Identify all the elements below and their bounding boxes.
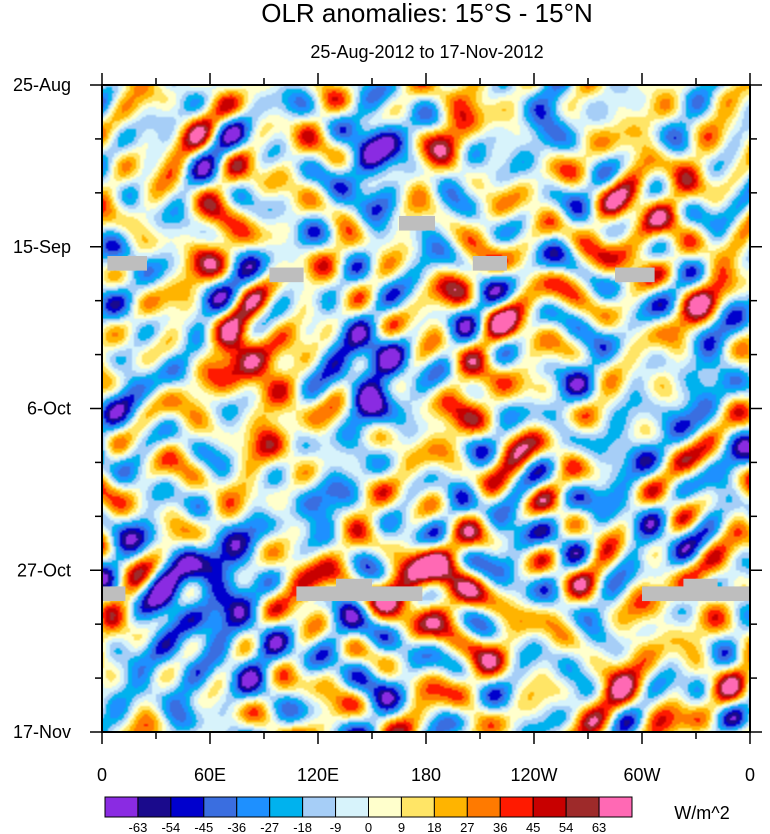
colorbar-label: 45: [526, 820, 540, 834]
y-tick-label: 27-Oct: [17, 560, 71, 580]
colorbar-label: -18: [293, 820, 312, 834]
colorbar-label: 18: [427, 820, 441, 834]
colorbar-label: -9: [330, 820, 342, 834]
colorbar-swatch: [170, 796, 205, 818]
units-label: W/m^2: [674, 803, 729, 823]
x-tick-label: 180: [411, 765, 441, 785]
y-tick-label: 17-Nov: [13, 722, 71, 742]
missing-data-bar: [107, 255, 147, 271]
colorbar-label: -27: [260, 820, 279, 834]
x-tick-label: 120W: [510, 765, 557, 785]
y-tick-label: 6-Oct: [27, 399, 71, 419]
chart-subtitle: 25-Aug-2012 to 17-Nov-2012: [310, 42, 543, 62]
missing-data-bar: [296, 586, 423, 602]
colorbar-swatch: [269, 796, 304, 818]
colorbar-label: -45: [194, 820, 213, 834]
x-tick-label: 0: [97, 765, 107, 785]
colorbar-swatch: [302, 796, 337, 818]
colorbar-swatch: [368, 796, 402, 818]
colorbar: -63 -54 -45 -36 -27 -18 -9 0 9 18 27 36 45 54 63: [104, 796, 633, 834]
y-tick-label: 15-Sep: [13, 237, 71, 257]
colorbar-swatch: [203, 796, 238, 818]
colorbar-label: -36: [227, 820, 246, 834]
colorbar-swatch: [236, 796, 271, 818]
colorbar-label: 0: [365, 820, 372, 834]
colorbar-label: -54: [161, 820, 180, 834]
missing-data-layer: [102, 215, 750, 602]
missing-data-bar: [336, 578, 372, 590]
colorbar-label: 63: [592, 820, 606, 834]
colorbar-swatch: [433, 796, 468, 818]
colorbar-label: 54: [559, 820, 573, 834]
colorbar-swatch: [104, 796, 139, 818]
plot-area: [102, 85, 750, 732]
missing-data-bar: [102, 586, 126, 602]
missing-data-bar: [642, 586, 750, 602]
x-tick-label: 60W: [623, 765, 660, 785]
colorbar-label: 27: [460, 820, 474, 834]
x-tick-label: 60E: [194, 765, 226, 785]
colorbar-swatch: [565, 796, 600, 818]
colorbar-label: 36: [493, 820, 507, 834]
x-tick-label: 120E: [297, 765, 339, 785]
axis-ticks: [90, 73, 762, 744]
colorbar-swatch: [466, 796, 501, 818]
missing-data-bar: [615, 267, 655, 283]
missing-data-bar: [683, 578, 718, 590]
colorbar-label: 9: [398, 820, 405, 834]
colorbar-swatch: [137, 796, 172, 818]
colorbar-label: -63: [129, 820, 148, 834]
colorbar-swatch: [598, 796, 633, 818]
chart-title: OLR anomalies: 15°S - 15°N: [261, 0, 593, 28]
anomaly-field: [102, 85, 750, 732]
missing-data-bar: [399, 215, 435, 231]
colorbar-swatch: [335, 796, 369, 818]
x-axis-labels: 0 60E 120E 180 120W 60W 0: [97, 765, 755, 785]
y-axis-labels: 25-Aug 15-Sep 6-Oct 27-Oct 17-Nov: [13, 75, 71, 742]
colorbar-swatch: [532, 796, 567, 818]
missing-data-bar: [269, 267, 304, 283]
colorbar-swatch: [400, 796, 435, 818]
missing-data-bar: [472, 255, 507, 271]
x-tick-label: 0: [745, 765, 755, 785]
y-tick-label: 25-Aug: [13, 75, 71, 95]
colorbar-swatch: [499, 796, 534, 818]
